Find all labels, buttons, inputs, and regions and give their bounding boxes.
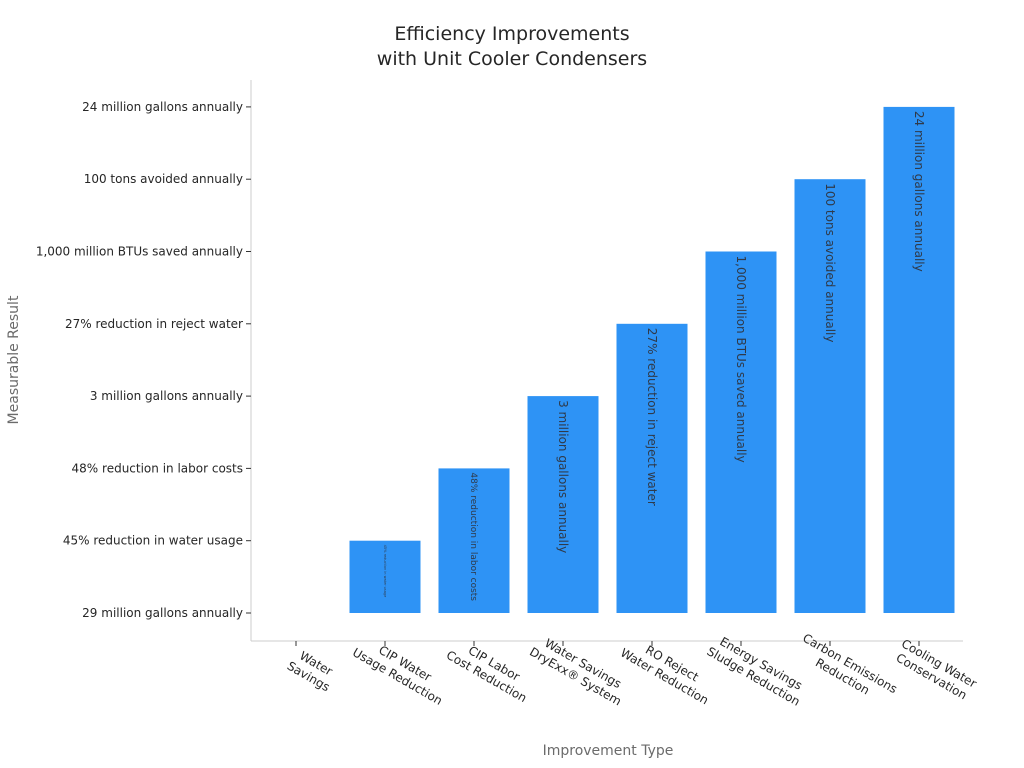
bar-data-label: 24 million gallons annually	[912, 111, 926, 272]
y-tick-label: 1,000 million BTUs saved annually	[36, 245, 243, 259]
bars	[349, 106, 955, 614]
bar	[527, 396, 599, 613]
chart-title-line: with Unit Cooler Condensers	[377, 48, 647, 70]
bar	[883, 106, 955, 614]
bar-data-label: 27% reduction in reject water	[645, 328, 659, 506]
bar	[349, 540, 421, 613]
bar	[438, 468, 510, 613]
x-tick-label: Cooling WaterConservation	[892, 636, 980, 703]
bar-data-label: 3 million gallons annually	[556, 400, 570, 553]
y-axis-label: Measurable Result	[6, 295, 22, 424]
x-tick-label: Water SavingsDryExx® System	[527, 632, 631, 709]
bar-data-label: 48% reduction in labor costs	[468, 472, 478, 601]
bar-labels: 45% reduction in water usage 48% reductio…	[383, 111, 926, 601]
y-tick-label: 45% reduction in water usage	[63, 534, 243, 548]
y-tick-label: 29 million gallons annually	[82, 606, 243, 620]
chart-title: Efficiency Improvements with Unit Cooler …	[377, 23, 647, 70]
y-tick-label: 27% reduction in reject water	[65, 317, 243, 331]
x-tick-label: RO RejectWater Reduction	[618, 633, 718, 708]
x-tick-label: CIP LaborCost Reduction	[444, 635, 537, 705]
bar-data-label: 1,000 million BTUs saved annually	[734, 256, 748, 463]
x-tick-label: WaterSavings	[285, 646, 340, 695]
x-tick-label: Carbon EmissionsReduction	[793, 631, 900, 709]
x-tick-label: CIP WaterUsage Reduction	[350, 632, 452, 708]
bar-data-label: 45% reduction in water usage	[383, 545, 387, 598]
y-tick-labels: 29 million gallons annually 45% reduction…	[36, 100, 251, 620]
bar	[705, 251, 777, 613]
bar	[616, 323, 688, 613]
bar	[794, 179, 866, 613]
chart-title-line: Efficiency Improvements	[394, 23, 629, 45]
axes	[250, 80, 963, 642]
y-tick-label: 100 tons avoided annually	[84, 172, 243, 186]
bar-data-label: 100 tons avoided annually	[823, 183, 837, 342]
x-tick-labels: WaterSavings CIP WaterUsage Reduction CIP …	[285, 631, 979, 709]
y-tick-label: 24 million gallons annually	[82, 100, 243, 114]
x-axis-label: Improvement Type	[543, 743, 674, 759]
y-tick-label: 3 million gallons annually	[90, 389, 243, 403]
y-tick-label: 48% reduction in labor costs	[72, 461, 243, 475]
x-tick-label: Energy SavingsSludge Reduction	[705, 631, 810, 709]
